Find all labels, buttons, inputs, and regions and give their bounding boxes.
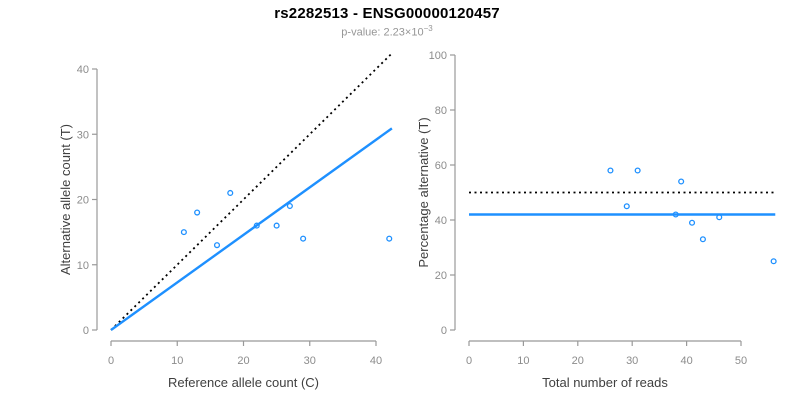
x-tick-label: 20 [237,355,249,367]
x-axis-title: Reference allele count (C) [168,375,319,390]
data-point [213,242,221,249]
data-point [253,222,260,229]
pvalue-text: p-value: 2.23×10 [341,26,424,39]
y-tick-label: 40 [435,215,447,227]
y-tick-label: 0 [83,325,89,337]
data-point [688,219,696,226]
pvalue-exponent: −3 [423,24,433,33]
panel-right: 0 10 20 30 40 50 0 20 40 60 80 100 Total number of r… [416,50,777,390]
x-tick-label: 30 [304,355,316,367]
y-tick-label: 20 [435,270,447,282]
regression-line [110,127,393,331]
data-point [286,202,293,210]
data-point [180,229,187,236]
y-tick-label: 40 [77,64,89,76]
panel-left: 0 10 20 30 40 0 10 20 30 40 Reference allele count… [58,52,393,390]
y-axis-title: Alternative allele count (T) [58,124,73,275]
data-point [273,222,280,229]
y-tick-label: 10 [77,260,89,272]
y-tick-label: 80 [435,105,447,117]
y-tick-label: 30 [77,129,89,141]
data-point [227,189,234,197]
x-tick-label: 50 [735,355,747,367]
x-tick-label: 0 [108,355,114,367]
y-tick-label: 0 [441,325,447,337]
data-point [699,236,706,243]
data-point [300,235,307,242]
x-tick-label: 20 [572,355,584,367]
x-tick-label: 10 [517,355,529,367]
figure-title: rs2282513 - ENSG00000120457 [274,5,500,22]
x-tick-label: 40 [370,355,382,367]
data-point [194,209,201,216]
y-axis-title: Percentage alternative (T) [416,117,431,267]
x-tick-label: 30 [626,355,638,367]
data-point [607,167,614,174]
data-point [716,214,723,221]
data-point [634,167,641,174]
x-tick-label: 10 [171,355,183,367]
y-tick-label: 20 [77,195,89,207]
identity-line [110,52,393,331]
data-point [678,178,685,185]
x-tick-label: 0 [466,355,472,367]
y-tick-label: 100 [429,50,447,62]
data-point [770,258,777,265]
x-tick-label: 40 [680,355,692,367]
figure-subtitle: p-value: 2.23×10−3 [0,24,774,39]
x-axis-title: Total number of reads [542,375,668,390]
y-tick-label: 60 [435,160,447,172]
data-point [672,211,679,218]
data-point [386,235,393,242]
data-point [623,203,630,210]
